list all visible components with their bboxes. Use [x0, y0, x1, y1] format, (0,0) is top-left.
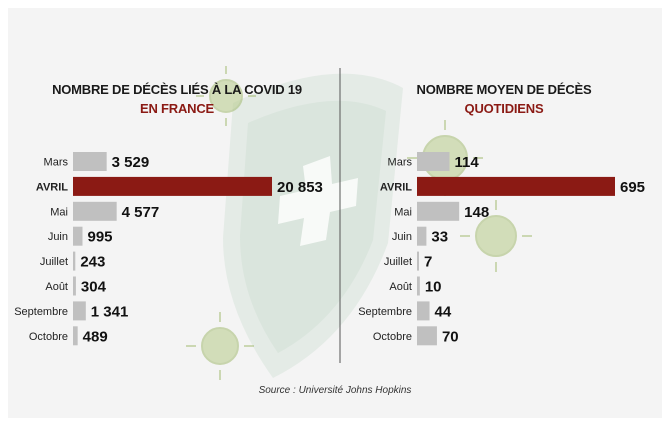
right-category-label: Mai — [394, 206, 412, 218]
right-chart-title: NOMBRE MOYEN DE DÉCÈS — [416, 82, 592, 97]
left-category-label: Mai — [50, 206, 68, 218]
left-value-label: 4 577 — [122, 204, 160, 221]
right-bar-octobre — [417, 326, 437, 346]
bar-charts: Mars 3 529 AVRIL 20 853 Mai 4 577 Juin 995 Juill… — [14, 152, 645, 346]
left-bar-juillet — [73, 251, 76, 271]
left-category-label: Septembre — [14, 306, 68, 318]
source-note: Source : Université Johns Hopkins — [258, 385, 412, 396]
left-value-label: 489 — [83, 328, 108, 345]
cross-shape — [278, 156, 358, 246]
background-illustration — [186, 66, 532, 380]
right-bar-mai — [417, 201, 460, 221]
left-bar-septembre — [73, 301, 86, 321]
right-category-label: Juillet — [384, 256, 412, 268]
left-bar-août — [73, 276, 76, 296]
right-category-label: AVRIL — [380, 181, 412, 193]
right-value-label: 10 — [425, 279, 442, 296]
left-category-label: Août — [45, 281, 68, 293]
left-category-label: AVRIL — [36, 181, 68, 193]
right-bar-août — [417, 276, 420, 296]
right-chart-subtitle: QUOTIDIENS — [464, 101, 544, 116]
left-value-label: 3 529 — [112, 154, 150, 171]
right-category-label: Mars — [388, 157, 413, 169]
right-value-label: 148 — [464, 204, 489, 221]
right-value-label: 695 — [620, 179, 645, 196]
right-category-label: Septembre — [358, 306, 412, 318]
left-bar-mars — [73, 152, 107, 171]
right-value-label: 70 — [442, 328, 459, 345]
left-value-label: 20 853 — [277, 179, 323, 196]
right-category-label: Octobre — [373, 331, 412, 343]
left-value-label: 1 341 — [91, 303, 129, 320]
left-bar-juin — [73, 226, 83, 246]
left-value-label: 243 — [80, 254, 105, 271]
virus-icon — [201, 79, 517, 365]
left-value-label: 995 — [87, 229, 112, 246]
right-bar-juillet — [417, 251, 419, 271]
right-value-label: 7 — [424, 254, 432, 271]
right-bar-mars — [417, 152, 450, 171]
left-value-label: 304 — [81, 279, 107, 296]
left-chart-title: NOMBRE DE DÉCÈS LIÉS À LA COVID 19 — [52, 82, 302, 97]
infographic-frame: NOMBRE DE DÉCÈS LIÉS À LA COVID 19 EN FR… — [8, 8, 662, 418]
right-value-label: 33 — [431, 229, 448, 246]
right-value-label: 114 — [454, 154, 479, 171]
right-category-label: Août — [389, 281, 412, 293]
right-bar-septembre — [417, 301, 430, 321]
right-value-label: 44 — [435, 303, 452, 320]
left-bar-mai — [73, 201, 117, 221]
right-bar-avril — [417, 176, 615, 196]
left-category-label: Juin — [48, 231, 68, 243]
right-bar-juin — [417, 226, 427, 246]
left-category-label: Octobre — [29, 331, 68, 343]
left-bar-avril — [73, 176, 272, 196]
left-chart-subtitle: EN FRANCE — [139, 101, 215, 116]
left-bar-octobre — [73, 326, 78, 346]
right-category-label: Juin — [392, 231, 412, 243]
left-category-label: Mars — [44, 157, 69, 169]
left-category-label: Juillet — [40, 256, 68, 268]
